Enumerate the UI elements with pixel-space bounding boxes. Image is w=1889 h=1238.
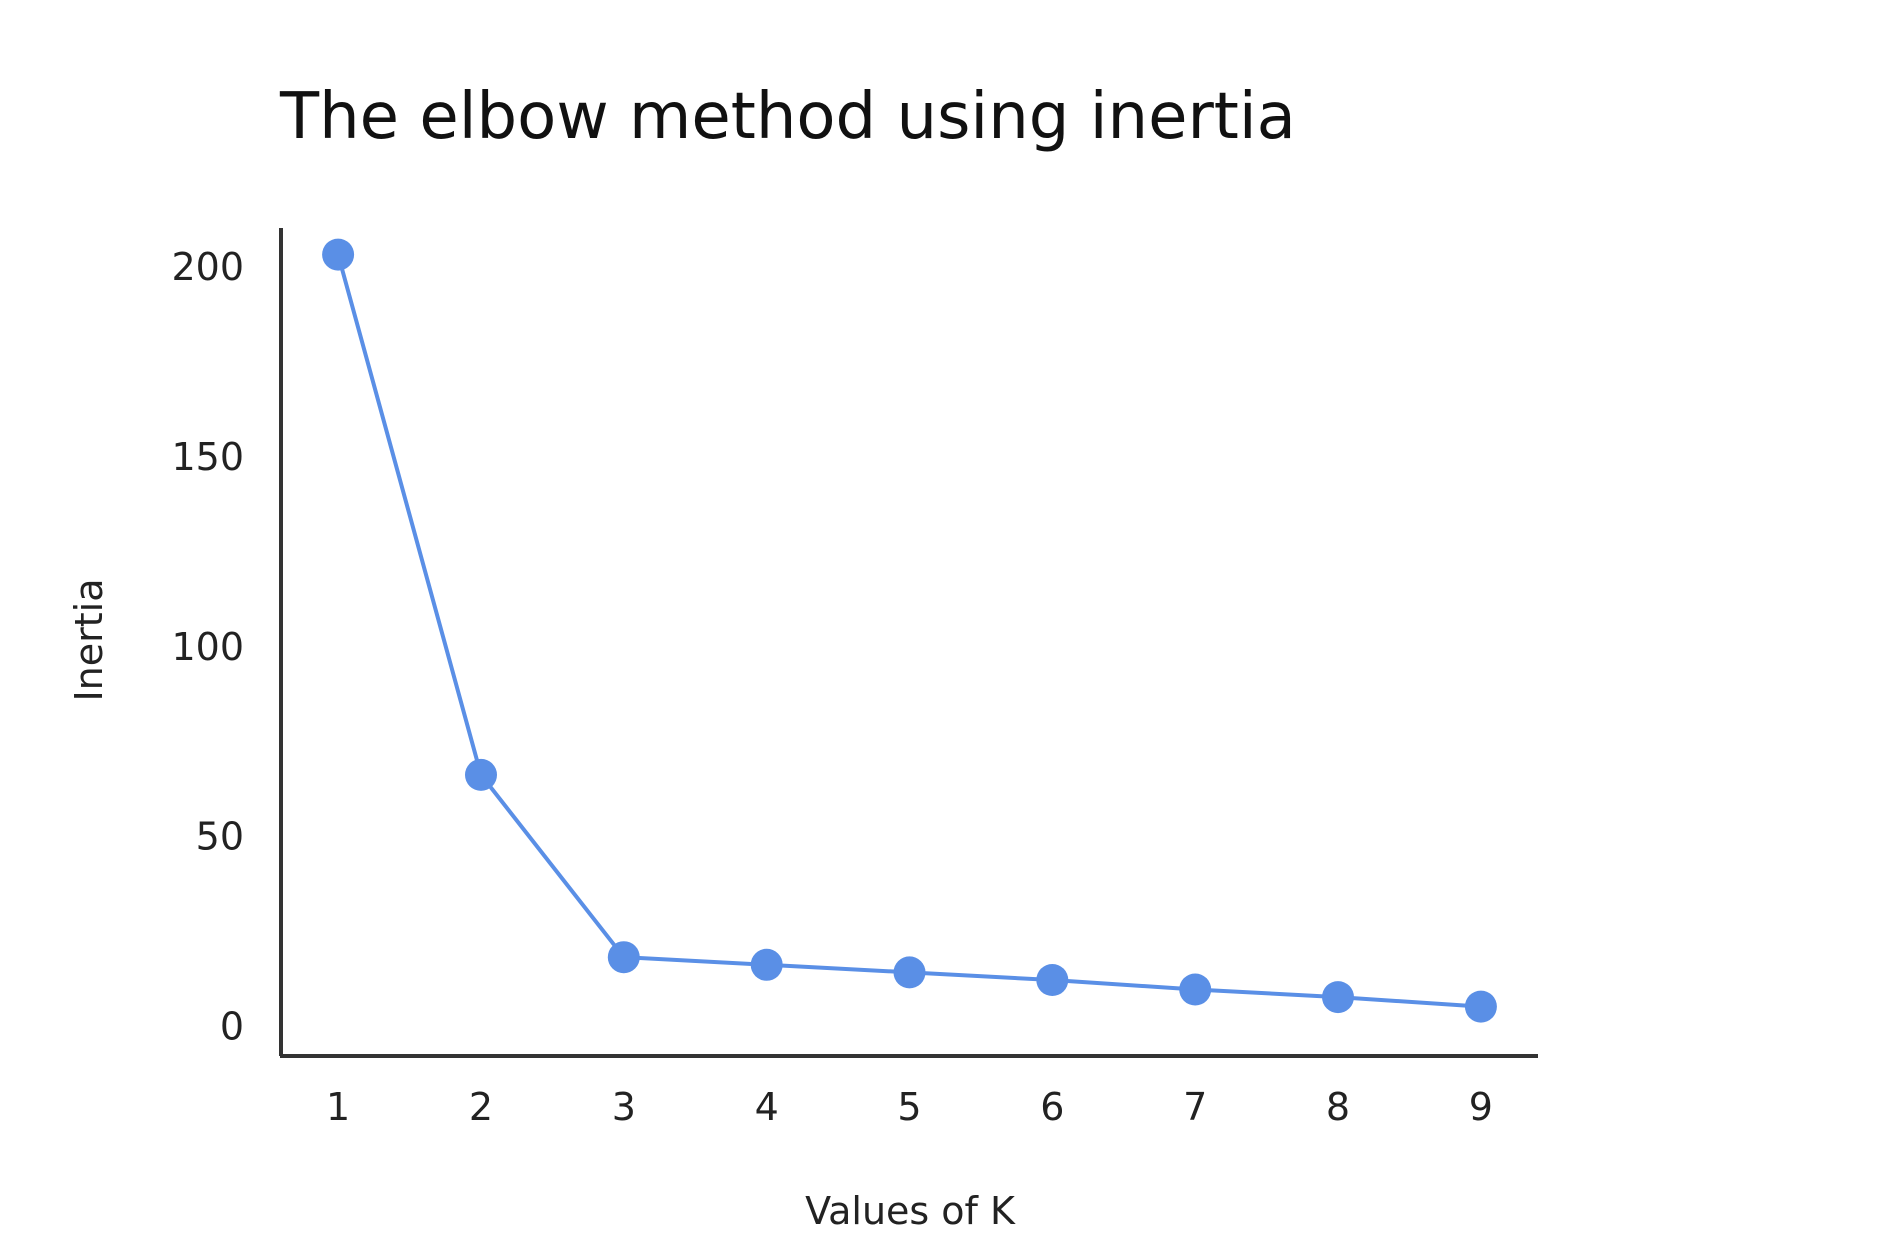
data-point bbox=[1036, 964, 1069, 996]
data-point bbox=[893, 956, 926, 989]
data-point bbox=[607, 941, 640, 974]
series-line bbox=[336, 254, 1482, 1009]
chart-title: The elbow method using inertia bbox=[279, 80, 1296, 154]
data-point bbox=[750, 948, 783, 981]
x-tick-label: 8 bbox=[1326, 1085, 1350, 1129]
x-tick-label: 5 bbox=[897, 1085, 921, 1129]
x-tick-label: 3 bbox=[612, 1085, 636, 1129]
x-axis-label: Values of K bbox=[805, 1189, 1016, 1233]
x-tick-label: 7 bbox=[1183, 1085, 1207, 1129]
x-tick-label: 6 bbox=[1040, 1085, 1064, 1129]
x-tick-label: 9 bbox=[1469, 1085, 1493, 1129]
x-tick-labels: 1 2 3 4 5 6 7 8 9 bbox=[326, 1085, 1493, 1129]
y-tick-labels: 0 50 100 150 200 bbox=[171, 245, 244, 1049]
data-point bbox=[1322, 981, 1354, 1014]
data-point bbox=[465, 758, 497, 791]
axes bbox=[279, 228, 1538, 1058]
data-point bbox=[322, 238, 355, 271]
y-tick-label: 0 bbox=[220, 1005, 244, 1049]
y-tick-label: 50 bbox=[196, 815, 244, 859]
x-tick-label: 4 bbox=[755, 1085, 779, 1129]
series-layer bbox=[322, 238, 1497, 1023]
y-axis-label: Inertia bbox=[67, 578, 111, 701]
data-point bbox=[1464, 990, 1497, 1023]
x-tick-label: 2 bbox=[469, 1085, 493, 1129]
y-tick-label: 200 bbox=[171, 245, 244, 289]
data-point bbox=[1179, 973, 1212, 1006]
y-tick-label: 100 bbox=[171, 625, 244, 669]
x-tick-label: 1 bbox=[326, 1085, 350, 1129]
y-tick-label: 150 bbox=[171, 435, 244, 479]
